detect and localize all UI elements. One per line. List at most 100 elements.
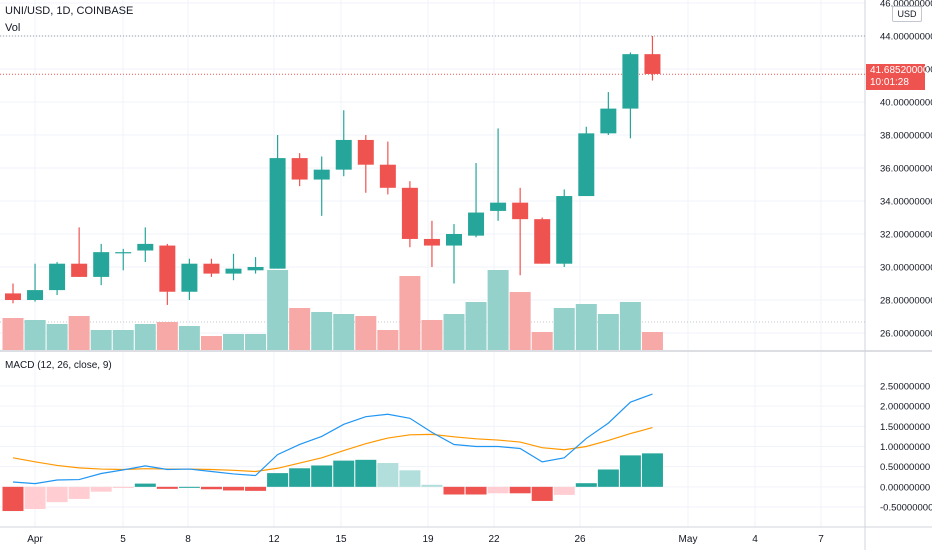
- histogram-bar: [156, 486, 178, 489]
- volume-bar: [289, 308, 311, 350]
- price-tick-label: 40.00000000: [880, 98, 932, 109]
- time-tick-label: 26: [574, 534, 586, 545]
- histogram-bar: [355, 459, 377, 487]
- time-tick-label: 8: [185, 534, 191, 545]
- candle-body: [5, 293, 21, 300]
- candle-body: [556, 196, 573, 264]
- volume-bar: [24, 320, 46, 350]
- candle: [357, 135, 374, 193]
- volume-bar: [245, 334, 267, 350]
- histogram-bar: [46, 486, 68, 503]
- candle: [181, 258, 198, 300]
- volume-bar: [112, 330, 134, 350]
- volume-bar: [399, 276, 421, 350]
- candle: [49, 262, 66, 296]
- candle-body: [534, 219, 551, 264]
- histogram-bar: [619, 455, 641, 487]
- candle: [93, 243, 110, 286]
- macd-line: [12, 393, 653, 485]
- candle-body: [401, 187, 418, 239]
- histogram-bar: [531, 486, 553, 501]
- histogram-bar: [641, 453, 663, 487]
- histogram-bar: [245, 486, 267, 491]
- histogram-bar: [443, 486, 465, 495]
- last-price-badge: 41.68520000 10:01:28: [866, 64, 928, 90]
- volume-bar: [223, 334, 244, 350]
- histogram-bar: [200, 486, 222, 490]
- macd-histogram: [2, 453, 663, 512]
- time-tick-label: 22: [488, 534, 500, 545]
- candle-body: [225, 268, 242, 274]
- candle: [115, 248, 132, 271]
- volume-bar: [200, 336, 222, 350]
- candle-body: [27, 290, 44, 300]
- candle-body: [446, 234, 462, 246]
- macd-label: MACD (12, 26, close, 9): [5, 360, 112, 371]
- histogram-bar: [112, 486, 134, 489]
- candle: [578, 126, 595, 197]
- candle-body: [291, 158, 308, 180]
- candle-body: [379, 164, 396, 188]
- candle: [600, 92, 617, 135]
- histogram-bar: [90, 486, 112, 492]
- time-tick-label: 15: [335, 534, 347, 545]
- candle-body: [49, 263, 66, 291]
- candle-body: [644, 54, 661, 74]
- volume-bar: [553, 308, 575, 350]
- histogram-bar: [553, 486, 575, 495]
- volume-bar: [465, 302, 487, 350]
- candle: [247, 257, 264, 274]
- candle: [269, 135, 286, 269]
- time-axis[interactable]: Apr 5 8 12 15 19 22 26 May 4 7: [27, 534, 824, 545]
- volume-bar: [333, 314, 355, 350]
- time-tick-label: 7: [818, 534, 824, 545]
- macd-tick-label: 1.00000000: [880, 442, 930, 453]
- candle-body: [71, 263, 88, 277]
- macd-tick-label: 1.50000000: [880, 422, 930, 433]
- histogram-bar: [399, 470, 421, 487]
- histogram-bar: [333, 460, 355, 487]
- candle-body: [159, 245, 176, 292]
- histogram-bar: [509, 486, 531, 494]
- time-tick-label: 5: [120, 534, 126, 545]
- candle-body: [357, 139, 374, 165]
- volume-bar: [377, 330, 399, 350]
- volume-bar: [531, 332, 553, 350]
- histogram-bar: [597, 469, 619, 487]
- candle-body: [313, 169, 330, 180]
- time-tick-label: 4: [752, 534, 758, 545]
- candle: [622, 52, 639, 139]
- currency-button[interactable]: USD: [892, 6, 922, 22]
- candle-body: [578, 133, 595, 197]
- macd-tick-label: 0.50000000: [880, 462, 930, 473]
- candle: [401, 181, 418, 248]
- macd-tick-label: -0.50000000: [880, 503, 932, 514]
- histogram-bar: [178, 486, 200, 488]
- volume-bars: [2, 270, 663, 350]
- volume-bar: [68, 316, 90, 350]
- candle: [423, 220, 440, 267]
- volume-bar: [355, 316, 377, 350]
- macd-tick-label: 0.00000000: [880, 482, 930, 493]
- candle: [225, 253, 242, 281]
- price-tick-label: 36.00000000: [880, 164, 932, 175]
- candle-body: [335, 139, 352, 170]
- volume-bar: [267, 270, 289, 350]
- candle-body: [622, 54, 639, 109]
- volume-bar: [46, 324, 68, 350]
- candle-body: [115, 252, 132, 254]
- candle: [159, 243, 176, 305]
- histogram-bar: [465, 486, 487, 495]
- histogram-bar: [311, 465, 333, 487]
- volume-bar: [597, 314, 619, 350]
- candle-body: [247, 267, 264, 271]
- histogram-bar: [421, 484, 443, 487]
- volume-bar: [134, 324, 156, 350]
- histogram-bar: [289, 468, 311, 487]
- price-tick-label: 26.00000000: [880, 329, 932, 340]
- volume-bar: [156, 322, 178, 350]
- price-tick-label: 30.00000000: [880, 263, 932, 274]
- volume-bar: [178, 326, 200, 350]
